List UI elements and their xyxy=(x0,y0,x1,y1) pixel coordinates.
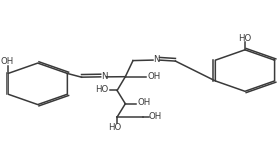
Text: OH: OH xyxy=(148,112,162,121)
Text: N: N xyxy=(101,72,107,81)
Text: OH: OH xyxy=(0,57,13,66)
Text: OH: OH xyxy=(148,72,161,81)
Text: HO: HO xyxy=(95,85,109,94)
Text: HO: HO xyxy=(238,34,252,43)
Text: HO: HO xyxy=(108,123,121,132)
Text: N: N xyxy=(153,55,160,64)
Text: OH: OH xyxy=(137,98,151,107)
